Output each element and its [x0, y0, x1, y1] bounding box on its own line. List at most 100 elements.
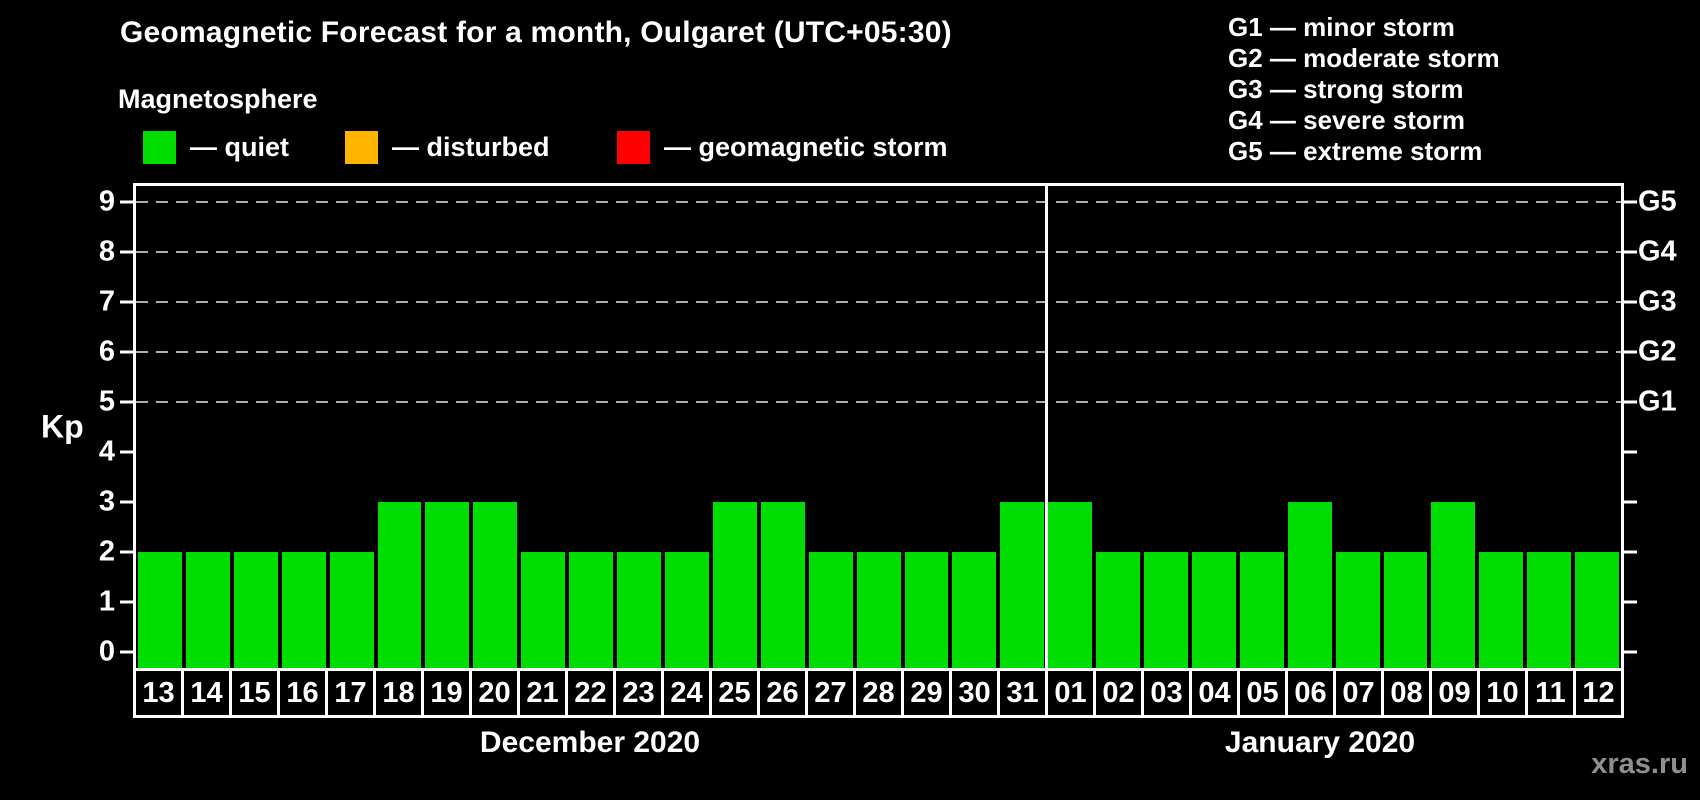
day-label-26: 26 — [757, 668, 808, 718]
g-legend-line: G1 — minor storm — [1228, 12, 1455, 42]
kp-bar-day-31 — [1000, 502, 1045, 668]
day-label-16: 16 — [277, 668, 328, 718]
day-label-20: 20 — [469, 668, 520, 718]
g-axis-label-g2: G2 — [1638, 335, 1677, 368]
kp-bar-day-29 — [904, 552, 949, 668]
g-scale-legend: G1 — minor storm G2 — moderate storm G3 — … — [1228, 12, 1500, 167]
day-slot — [1477, 186, 1525, 668]
magnetosphere-label: Magnetosphere — [118, 84, 318, 114]
kp-bar-day-18 — [377, 502, 422, 668]
left-tick-kp8 — [120, 250, 133, 254]
day-slot — [328, 186, 376, 668]
left-tick-kp0 — [120, 650, 133, 654]
day-slot — [423, 186, 471, 668]
kp-bar-day-26 — [760, 502, 805, 668]
day-label-21: 21 — [517, 668, 568, 718]
day-slot — [1382, 186, 1430, 668]
kp-bar-day-22 — [569, 552, 614, 668]
day-slot — [1525, 186, 1573, 668]
right-tick-kp9 — [1624, 200, 1637, 204]
g-axis-label-g4: G4 — [1638, 235, 1677, 268]
day-label-02: 02 — [1093, 668, 1144, 718]
g-legend-line: G5 — extreme storm — [1228, 136, 1483, 166]
day-slot — [663, 186, 711, 668]
kp-bar-day-28 — [856, 552, 901, 668]
day-label-11: 11 — [1525, 668, 1576, 718]
day-slot — [855, 186, 903, 668]
gridline-kp5 — [136, 401, 1621, 403]
day-label-14: 14 — [181, 668, 232, 718]
day-label-18: 18 — [373, 668, 424, 718]
left-tick-kp4 — [120, 450, 133, 454]
right-tick-kp2 — [1624, 550, 1637, 554]
page-title: Geomagnetic Forecast for a month, Oulgar… — [120, 16, 952, 49]
day-slot — [376, 186, 424, 668]
right-tick-kp1 — [1624, 600, 1637, 604]
day-label-12: 12 — [1573, 668, 1624, 718]
y-tick-label: 1 — [98, 585, 115, 618]
day-label-27: 27 — [805, 668, 856, 718]
g-legend-line: G3 — strong storm — [1228, 74, 1464, 104]
day-label-17: 17 — [325, 668, 376, 718]
kp-bar-day-19 — [425, 502, 470, 668]
gridline-kp9 — [136, 201, 1621, 203]
left-tick-kp7 — [120, 300, 133, 304]
day-slot — [184, 186, 232, 668]
day-label-30: 30 — [949, 668, 1000, 718]
g-axis-label-g5: G5 — [1638, 185, 1677, 218]
quiet-color-swatch — [143, 131, 176, 164]
month-separator — [1044, 186, 1048, 668]
day-slot — [519, 186, 567, 668]
kp-bar-day-14 — [185, 552, 230, 668]
kp-bar-day-05 — [1239, 552, 1284, 668]
kp-bar-day-20 — [473, 502, 518, 668]
kp-bar-day-13 — [138, 552, 182, 668]
day-label-28: 28 — [853, 668, 904, 718]
day-slot — [136, 186, 184, 668]
kp-bar-day-21 — [521, 552, 566, 668]
day-label-22: 22 — [565, 668, 616, 718]
day-slot — [1094, 186, 1142, 668]
kp-bar-day-11 — [1527, 552, 1572, 668]
day-label-23: 23 — [613, 668, 664, 718]
legend-label: — quiet — [190, 132, 289, 162]
day-slot — [759, 186, 807, 668]
gridline-kp8 — [136, 251, 1621, 253]
day-slot — [950, 186, 998, 668]
day-slot — [232, 186, 280, 668]
y-tick-label: 6 — [98, 335, 115, 368]
day-slot — [567, 186, 615, 668]
day-label-01: 01 — [1045, 668, 1096, 718]
kp-bar-day-30 — [952, 552, 997, 668]
day-label-09: 09 — [1429, 668, 1480, 718]
g-legend-line: G2 — moderate storm — [1228, 43, 1500, 73]
day-slot — [998, 186, 1046, 668]
y-tick-label: 9 — [98, 185, 115, 218]
day-label-07: 07 — [1333, 668, 1384, 718]
day-slot — [1334, 186, 1382, 668]
kp-bar-day-23 — [617, 552, 661, 668]
kp-bar-day-02 — [1096, 552, 1141, 668]
day-label-29: 29 — [901, 668, 952, 718]
kp-bar-day-08 — [1383, 552, 1428, 668]
day-slot — [1142, 186, 1190, 668]
xras-watermark: xras.ru — [1591, 748, 1688, 780]
kp-bar-day-15 — [233, 552, 278, 668]
kp-bar-day-16 — [281, 552, 326, 668]
month-label-january: January 2020 — [1224, 726, 1416, 759]
y-axis-title: Kp — [41, 408, 84, 445]
day-label-31: 31 — [997, 668, 1048, 718]
day-label-05: 05 — [1237, 668, 1288, 718]
geomagnetic-storm-color-swatch — [617, 131, 650, 164]
left-tick-kp6 — [120, 350, 133, 354]
day-slot — [903, 186, 951, 668]
day-label-24: 24 — [661, 668, 712, 718]
day-label-19: 19 — [421, 668, 472, 718]
kp-bar-day-03 — [1144, 552, 1188, 668]
g-legend-line: G4 — severe storm — [1228, 105, 1466, 135]
kp-bar-day-04 — [1191, 552, 1236, 668]
legend-label: — disturbed — [392, 132, 550, 162]
kp-bar-day-12 — [1575, 552, 1620, 668]
y-tick-label: 4 — [98, 435, 115, 468]
